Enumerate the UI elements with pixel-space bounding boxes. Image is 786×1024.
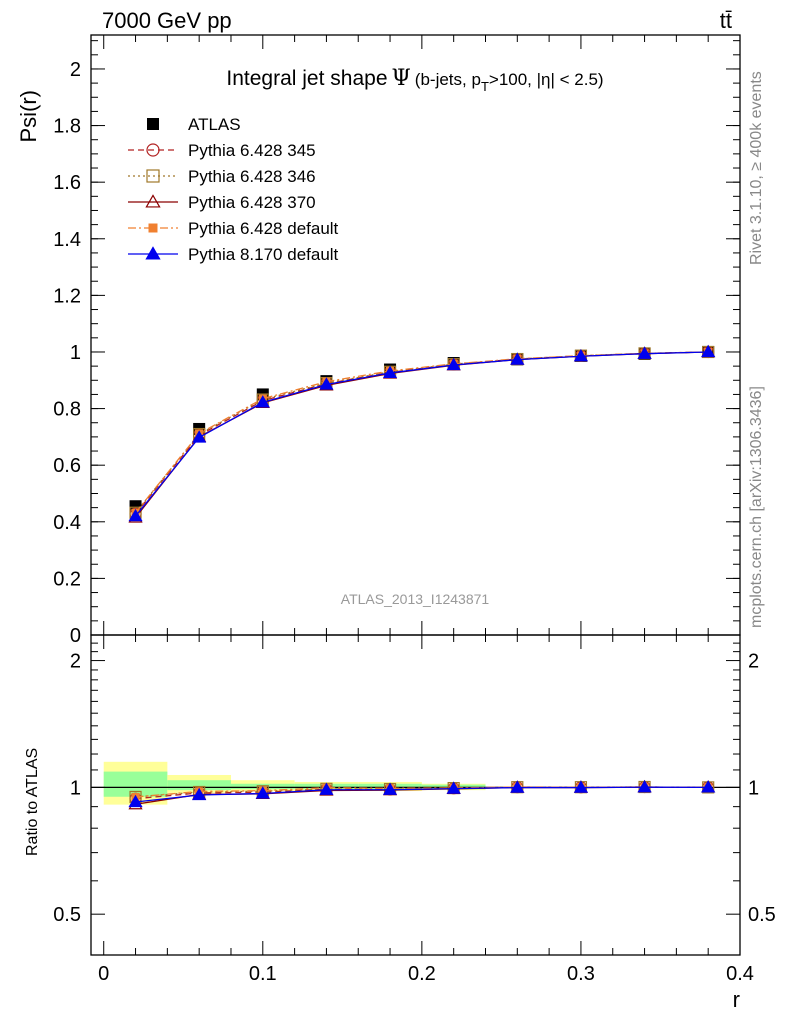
legend-marker: [148, 223, 158, 233]
legend-marker: [145, 194, 161, 208]
process-label: tt̄: [720, 8, 732, 33]
ratio-point: [637, 779, 652, 793]
band-green: [167, 780, 231, 791]
data-point: [255, 395, 270, 408]
x-axis-label: r: [733, 987, 740, 1012]
ratio-series-pythia-8-170-default: [128, 779, 716, 808]
chart-title: Integral jet shape Ψ (b-jets, pT>100, |η| …: [226, 66, 603, 94]
x-tick-label: 0: [98, 963, 109, 985]
mcplots-label: mcplots.cern.ch [arXiv:1306.3436]: [748, 386, 765, 628]
data-point: [128, 508, 143, 522]
legend-entry: Pythia 6.428 370: [128, 193, 316, 212]
legend-label: Pythia 8.170 default: [188, 245, 339, 264]
y-tick-label: 2: [70, 651, 81, 673]
series-line: [135, 351, 709, 517]
ratio-point: [382, 782, 398, 795]
ratio-point: [319, 782, 334, 795]
series-pythia-6-428-345: [129, 345, 715, 520]
ratio-point: [573, 780, 589, 793]
y-tick-label: 0.6: [53, 455, 81, 477]
series-line: [135, 351, 709, 514]
watermark: ATLAS_2013_I1243871: [341, 591, 490, 607]
series-pythia-6-428-370: [128, 344, 716, 523]
data-point: [446, 357, 461, 371]
legend-marker: [146, 169, 160, 183]
data-point: [510, 352, 525, 365]
y-tick-label-right: 1: [748, 777, 759, 799]
legend-entry: Pythia 6.428 default: [128, 219, 339, 238]
legend-entry: ATLAS: [147, 115, 241, 134]
y-tick-label-right: 0.5: [748, 904, 776, 926]
series-line: [135, 351, 709, 514]
y-tick-label: 0: [70, 625, 81, 647]
energy-label: 7000 GeV pp: [102, 8, 232, 33]
ratio-point: [510, 780, 525, 793]
series-line: [135, 351, 709, 518]
y-tick-label: 1.8: [53, 116, 81, 138]
ratio-line: [135, 786, 709, 800]
data-point: [382, 365, 398, 379]
ratio-line: [135, 786, 709, 803]
x-tick-label: 0.1: [249, 963, 277, 985]
legend-marker: [146, 143, 160, 157]
legend-label: Pythia 6.428 default: [188, 219, 339, 238]
data-point: [192, 430, 207, 443]
ratio-frame: [90, 634, 741, 956]
ratio-panel: 0.5 0.5 1 1 2 2 0 0.1 0.2 0.3 0.4 Ratio to ATLAS r: [24, 634, 776, 1012]
legend-entry: Pythia 6.428 345: [128, 141, 316, 160]
y-tick-label: 0.4: [53, 512, 81, 534]
y-tick-label: 1.4: [53, 229, 81, 251]
legend-entry: Pythia 6.428 346: [128, 167, 316, 186]
y-tick-label: 1: [70, 342, 81, 364]
ratio-point: [255, 786, 270, 799]
y-tick-label-right: 2: [748, 651, 759, 673]
data-point: [701, 344, 716, 358]
y-axis-label: Psi(r): [16, 90, 41, 143]
band-green: [103, 771, 168, 797]
legend-entry: Pythia 8.170 default: [128, 245, 339, 264]
y-tick-label: 0.8: [53, 399, 81, 421]
y-tick-label: 1.2: [53, 285, 81, 307]
ratio-point: [701, 780, 716, 793]
y-tick-label: 0.5: [53, 904, 81, 926]
y-tick-label: 0.2: [53, 568, 81, 590]
data-point: [637, 346, 652, 359]
y-tick-label: 1: [70, 777, 81, 799]
legend: ATLAS Pythia 6.428 345 Pythia 6.428 346 Pyt…: [128, 115, 339, 264]
legend-label: ATLAS: [188, 115, 241, 134]
ratio-point: [128, 794, 143, 808]
ratio-y-axis-label: Ratio to ATLAS: [24, 748, 41, 856]
y-tick-label: 2: [70, 59, 81, 81]
series-pythia-8-170-default: [128, 344, 716, 522]
legend-label: Pythia 6.428 346: [188, 167, 316, 186]
x-tick-label: 0.4: [726, 963, 754, 985]
series-pythia-6-428-default: [131, 347, 713, 517]
x-tick-label: 0.3: [567, 963, 595, 985]
main-panel: ATLAS_2013_I1243871 Integral jet shape Ψ(…: [16, 34, 741, 647]
legend-marker: [147, 118, 159, 130]
ratio-point: [446, 781, 461, 794]
legend-label: Pythia 6.428 345: [188, 141, 316, 160]
legend-label: Pythia 6.428 370: [188, 193, 316, 212]
data-point: [319, 377, 334, 390]
data-point: [573, 348, 589, 362]
series-atlas: [129, 345, 715, 513]
series-pythia-6-428-346: [129, 345, 715, 519]
series-line: [135, 351, 709, 515]
ratio-point: [192, 787, 207, 801]
x-tick-label: 0.2: [408, 963, 436, 985]
y-tick-label: 1.6: [53, 172, 81, 194]
legend-marker: [145, 246, 161, 260]
rivet-label: Rivet 3.1.10, ≥ 400k events: [748, 71, 765, 265]
